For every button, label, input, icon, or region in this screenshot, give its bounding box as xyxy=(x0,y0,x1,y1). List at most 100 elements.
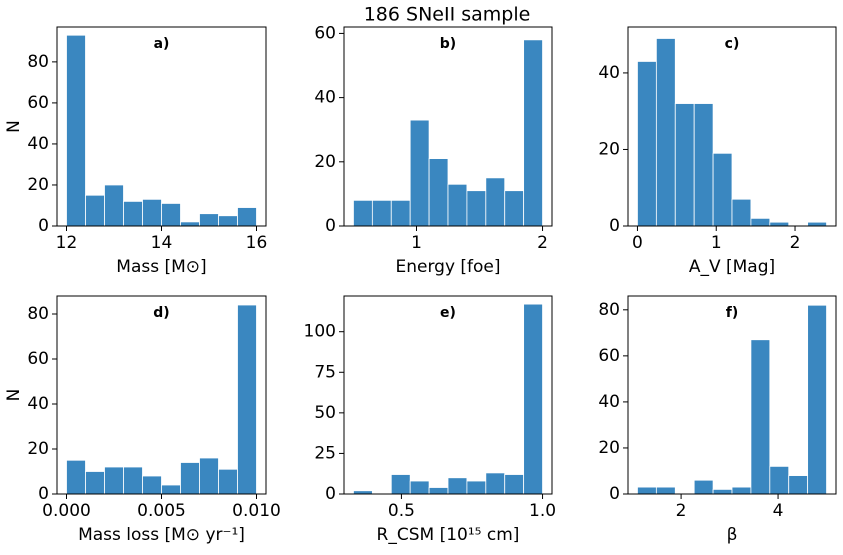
y-tick-label: 0 xyxy=(38,484,49,504)
x-axis-label: Mass [M⊙] xyxy=(116,257,206,277)
x-axis-label: A_V [Mag] xyxy=(689,257,775,277)
x-axis-label: Mass loss [M⊙ yr⁻¹] xyxy=(78,525,245,545)
bar xyxy=(104,466,124,495)
bar xyxy=(447,183,468,227)
bar xyxy=(485,177,506,227)
bar xyxy=(637,61,657,227)
bar xyxy=(142,198,162,227)
bar xyxy=(218,215,238,227)
bar xyxy=(66,34,86,227)
x-tick-label: 1 xyxy=(411,233,422,253)
bar xyxy=(485,472,506,495)
bar xyxy=(371,199,392,227)
bar xyxy=(466,480,487,495)
bar xyxy=(807,221,827,227)
y-tick-label: 40 xyxy=(27,394,49,414)
bar xyxy=(218,468,238,495)
y-tick-label: 50 xyxy=(314,403,336,423)
y-tick-label: 80 xyxy=(598,300,620,320)
y-tick-label: 40 xyxy=(598,392,620,412)
bar xyxy=(161,484,181,495)
bar xyxy=(655,38,676,227)
x-tick-label: 0.005 xyxy=(137,501,186,521)
bar xyxy=(523,39,543,227)
bar xyxy=(769,221,790,227)
bar xyxy=(237,207,257,227)
x-tick-label: 2 xyxy=(676,501,687,521)
y-tick-label: 0 xyxy=(609,484,620,504)
axes-frame xyxy=(343,295,553,495)
bar xyxy=(466,190,487,227)
y-tick-label: 20 xyxy=(598,438,620,458)
y-tick-label: 0 xyxy=(38,216,49,236)
x-tick-label: 14 xyxy=(151,233,173,253)
x-tick-label: 4 xyxy=(773,501,784,521)
panel-annotation: a) xyxy=(154,36,170,52)
y-tick-label: 25 xyxy=(314,443,336,463)
y-tick-label: 100 xyxy=(304,322,336,342)
x-tick-label: 0.010 xyxy=(232,501,281,521)
bar xyxy=(180,221,200,227)
bar xyxy=(504,190,525,227)
x-axis-label: Energy [foe] xyxy=(395,257,500,277)
bar xyxy=(731,486,752,495)
x-tick-label: 12 xyxy=(56,233,78,253)
y-axis-label: N xyxy=(4,120,24,133)
y-tick-label: 80 xyxy=(27,52,49,72)
x-tick-label: 0.5 xyxy=(388,501,415,521)
bar xyxy=(353,199,373,227)
bar xyxy=(504,474,525,495)
y-tick-label: 40 xyxy=(314,88,336,108)
y-tick-label: 20 xyxy=(598,139,620,159)
bar xyxy=(85,194,105,227)
figure-title: 186 SNeII sample xyxy=(364,4,531,26)
bar xyxy=(637,486,657,495)
bar xyxy=(712,152,733,227)
bar xyxy=(390,199,411,227)
y-tick-label: 60 xyxy=(314,23,336,43)
bar xyxy=(199,213,219,227)
y-tick-label: 0 xyxy=(609,216,620,236)
bar xyxy=(428,158,449,227)
bar xyxy=(788,475,809,495)
x-tick-label: 0 xyxy=(632,233,643,253)
bar xyxy=(447,477,468,495)
y-tick-label: 20 xyxy=(27,439,49,459)
bar xyxy=(180,462,200,495)
y-tick-label: 60 xyxy=(27,349,49,369)
y-tick-label: 20 xyxy=(314,152,336,172)
bar xyxy=(750,339,771,495)
x-tick-label: 1 xyxy=(711,233,722,253)
bar xyxy=(85,471,105,495)
bar xyxy=(523,303,543,495)
bar xyxy=(409,480,430,495)
bar xyxy=(769,465,790,495)
bar xyxy=(390,474,411,495)
y-tick-label: 20 xyxy=(27,175,49,195)
bar xyxy=(693,479,714,495)
y-tick-label: 40 xyxy=(27,134,49,154)
x-tick-label: 2 xyxy=(790,233,801,253)
bar xyxy=(161,203,181,227)
x-axis-label: R_CSM [10¹⁵ cm] xyxy=(377,525,520,545)
x-axis-label: β xyxy=(727,525,738,545)
bar xyxy=(807,304,827,495)
bar xyxy=(142,475,162,495)
bar xyxy=(712,488,733,495)
bar xyxy=(655,486,676,495)
panel-annotation: b) xyxy=(440,36,456,52)
bar xyxy=(674,103,695,227)
bar xyxy=(750,217,771,227)
bar xyxy=(123,200,143,227)
bar xyxy=(409,119,430,227)
bar xyxy=(199,457,219,495)
y-tick-label: 0 xyxy=(325,484,336,504)
axes-frame xyxy=(343,26,553,227)
bar xyxy=(104,184,124,227)
axes-frame xyxy=(56,295,267,495)
panel-annotation: e) xyxy=(440,305,456,321)
y-tick-label: 80 xyxy=(27,304,49,324)
y-tick-label: 0 xyxy=(325,216,336,236)
bar xyxy=(123,466,143,495)
bar xyxy=(66,459,86,495)
